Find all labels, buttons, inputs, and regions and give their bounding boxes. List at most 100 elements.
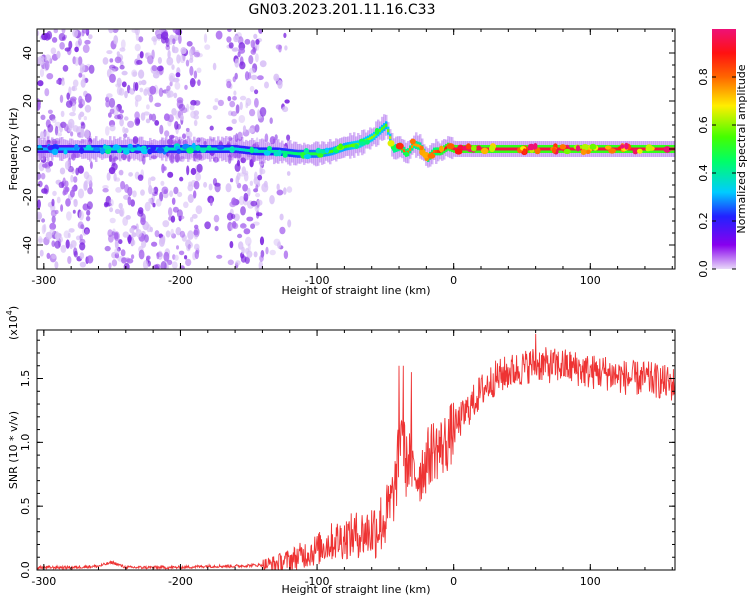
heatmap-noise-cell <box>176 54 181 64</box>
heatmap-noise-cell <box>253 251 258 258</box>
heatmap-noise-cell <box>41 33 48 41</box>
heatmap-noise-cell <box>180 47 187 55</box>
heatmap-ridge-core <box>571 147 574 151</box>
x-tick-label: -200 <box>168 274 193 287</box>
heatmap-noise-cell <box>259 60 267 68</box>
heatmap-ridge-blob <box>581 144 589 151</box>
heatmap-noise-cell <box>178 250 185 256</box>
heatmap-noise-cell <box>37 199 41 209</box>
heatmap-ridge-blob <box>551 147 557 154</box>
heatmap-noise-cell <box>186 244 191 252</box>
heatmap-noise-cell <box>160 261 167 269</box>
heatmap-noise-cell <box>204 44 211 50</box>
heatmap-ridge-blob <box>589 143 597 150</box>
heatmap-noise-cell <box>227 259 234 266</box>
heatmap-noise-cell <box>196 153 203 160</box>
y-tick-label: 0 <box>21 146 34 153</box>
heatmap-noise-cell <box>231 221 237 229</box>
heatmap-noise-cell <box>148 198 153 204</box>
heatmap-noise-cell <box>114 177 121 182</box>
heatmap-noise-cell <box>242 125 247 133</box>
heatmap-noise-cell <box>51 118 57 124</box>
heatmap-noise-cell <box>208 183 213 191</box>
heatmap-noise-cell <box>216 254 223 259</box>
heatmap-noise-cell <box>284 45 288 51</box>
heatmap-noise-cell <box>84 104 92 113</box>
heatmap-noise-cell <box>102 185 109 190</box>
heatmap-noise-cell <box>41 218 46 223</box>
heatmap-ridge-core <box>637 147 640 151</box>
heatmap-noise-cell <box>123 262 130 269</box>
heatmap-noise-cell <box>121 257 127 264</box>
heatmap-ridge-core <box>657 147 660 151</box>
heatmap-noise-cell <box>137 174 144 181</box>
heatmap-noise-cell <box>247 72 252 80</box>
heatmap-ridge-blob <box>79 147 85 154</box>
heatmap-ridge-core <box>329 150 332 154</box>
heatmap-noise-cell <box>151 113 157 122</box>
heatmap-noise-cell <box>170 215 176 223</box>
heatmap-noise-cell <box>122 231 129 238</box>
heatmap-noise-cell <box>170 228 174 237</box>
heatmap-noise-cell <box>79 139 85 144</box>
snr-frame <box>36 329 676 571</box>
heatmap-noise-cell <box>77 188 85 199</box>
heatmap-noise-cell <box>179 230 186 238</box>
heatmap-noise-cell <box>78 210 84 221</box>
heatmap-ridge-core <box>495 147 498 151</box>
heatmap-noise-cell <box>114 247 120 255</box>
heatmap-ridge-core <box>235 147 238 151</box>
heatmap-noise-cell <box>61 79 65 86</box>
heatmap-noise-cell <box>233 90 237 96</box>
heatmap-ridge-core <box>547 147 550 151</box>
heatmap-noise-cell <box>234 163 241 172</box>
heatmap-ridge-core <box>407 150 410 154</box>
heatmap-noise-cell <box>195 172 202 182</box>
heatmap-noise-cell <box>108 97 116 108</box>
heatmap-noise-cell <box>66 92 70 100</box>
heatmap-noise-cell <box>127 120 135 128</box>
heatmap-ridge-core <box>331 149 334 153</box>
heatmap-noise-cell <box>238 195 245 206</box>
heatmap-ridge-blob <box>387 140 395 147</box>
heatmap-noise-cell <box>121 70 128 76</box>
heatmap-ridge-blob <box>446 143 455 150</box>
heatmap-noise-cell <box>71 186 77 192</box>
heatmap-noise-cell <box>169 134 175 139</box>
heatmap-ridge-core <box>411 145 414 149</box>
heatmap-noise-cell <box>72 209 76 214</box>
heatmap-noise-cell <box>171 108 177 116</box>
heatmap-noise-cell <box>246 250 253 258</box>
heatmap-ridge-blob <box>522 148 527 155</box>
heatmap-ridge-blob <box>563 148 571 155</box>
heatmap-noise-cell <box>119 64 125 70</box>
heatmap-noise-cell <box>111 259 118 267</box>
heatmap-ridge-core <box>223 147 226 151</box>
heatmap-ridge-core <box>85 147 88 151</box>
heatmap-noise-cell <box>193 190 197 199</box>
heatmap-ridge-core <box>357 142 360 146</box>
y-tick-label: -20 <box>21 188 34 206</box>
heatmap-noise-cell <box>102 188 109 193</box>
heatmap-ridge-blob <box>229 146 235 153</box>
heatmap-noise-cell <box>134 99 139 108</box>
heatmap-ridge-blob <box>624 142 629 150</box>
heatmap-noise-cell <box>254 97 259 108</box>
heatmap-noise-cell <box>87 187 93 195</box>
heatmap-noise-cell <box>82 74 86 82</box>
heatmap-ridge-blob <box>93 147 101 152</box>
heatmap-noise-cell <box>250 74 258 80</box>
heatmap-noise-cell <box>235 175 240 185</box>
heatmap-noise-cell <box>74 46 79 53</box>
x-tick-label: -300 <box>31 274 56 287</box>
heatmap-noise-cell <box>172 38 176 45</box>
heatmap-noise-cell <box>56 196 61 204</box>
heatmap-ridge-core <box>443 147 446 151</box>
heatmap-ridge-blob <box>533 143 538 150</box>
heatmap-ridge-blob <box>608 148 616 154</box>
heatmap-noise-cell <box>37 172 42 180</box>
heatmap-noise-cell <box>269 136 276 145</box>
heatmap-ridge-blob <box>216 145 225 150</box>
heatmap-noise-cell <box>248 127 255 134</box>
heatmap-noise-cell <box>70 131 74 137</box>
